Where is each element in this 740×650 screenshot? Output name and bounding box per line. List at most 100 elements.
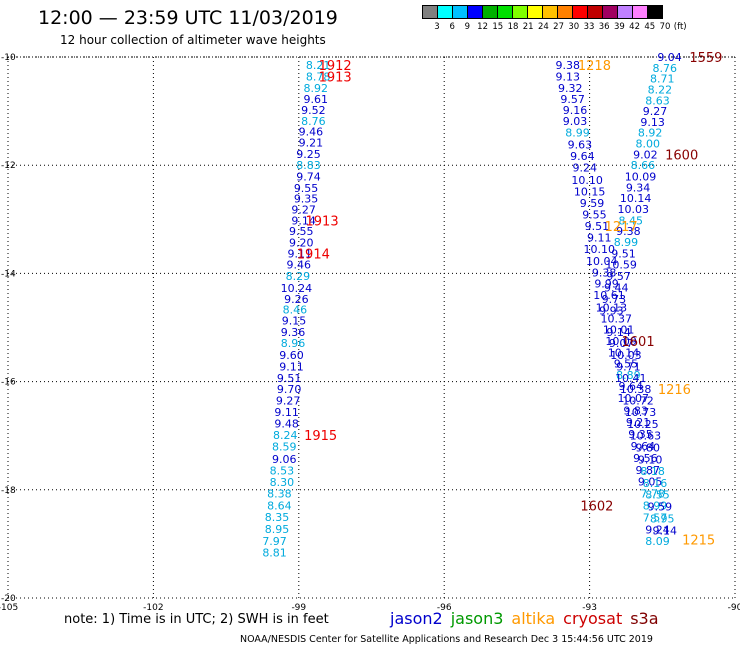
wave-height-value: 9.04 [657,51,682,64]
wave-height-value: 9.21 [626,416,651,429]
wave-height-value: 9.14 [291,214,316,227]
wave-height-value: 9.60 [279,349,304,362]
x-tick-label: -105 [0,603,18,613]
wave-height-value: 9.83 [623,404,648,417]
wave-height-value: 9.25 [296,148,321,161]
wave-height-value: 8.63 [645,94,670,107]
color-scale-tick: 36 [598,22,610,32]
x-tick-label: -90 [728,603,740,613]
wave-height-value: 8.71 [650,73,675,86]
wave-height-value: 10.63 [630,430,662,443]
time-label: 1915 [304,429,337,444]
wave-height-value: 9.16 [563,104,588,117]
legend-cryosat: cryosat [563,609,623,628]
wave-height-value: 9.73 [602,293,627,306]
wave-height-value: 9.27 [643,105,668,118]
wave-height-value: 8.46 [283,304,308,317]
wave-height-value: 10.07 [617,392,649,405]
wave-height-value: 9.35 [294,193,319,206]
y-tick-label: -16 [1,378,16,388]
wave-height-value: 9.51 [585,220,610,233]
x-tick-label: -102 [143,603,163,613]
wave-height-value: 8.30 [270,476,295,489]
x-tick-label: -96 [437,603,452,613]
wave-height-value: 9.55 [582,208,607,221]
time-label: 1218 [578,59,611,74]
color-scale-tick: 30 [568,22,580,32]
color-scale-tick: 27 [553,22,565,32]
wave-height-value: 9.51 [611,247,636,260]
legend-altika: altika [511,609,556,628]
color-scale-tick: 42 [629,22,641,32]
y-tick-label: -10 [1,53,16,63]
wave-height-value: 9.26 [284,293,309,306]
wave-height-value: 9.38 [592,266,617,279]
wave-height-value: 9.70 [277,383,302,396]
wave-height-value: 8.29 [286,270,311,283]
color-scale-tick: 21 [522,22,534,32]
wave-height-value: 8.96 [281,337,306,350]
wave-height-value: 8.99 [565,127,590,140]
wave-height-value: 9.24 [645,523,670,536]
footnote: note: 1) Time is in UTC; 2) SWH is in fe… [64,612,329,627]
wave-height-value: 8.78 [306,70,331,83]
wave-height-value: 9.55 [289,225,314,238]
time-label: 1559 [689,51,722,66]
wave-height-value: 9.48 [274,417,299,430]
wave-height-value: 10.10 [584,243,616,256]
wave-height-value: 10.61 [593,289,625,302]
wave-height-value: 10.41 [615,372,647,385]
x-tick-label: -93 [582,603,597,613]
wave-height-value: 9.11 [587,232,612,245]
color-scale-legend: 3 6 9 12 15 18 21 24 27 30 33 36 39 42 45 70 (ft) [422,5,687,37]
color-scale-tick: 33 [583,22,595,32]
wave-height-value: 9.59 [580,197,605,210]
wave-height-value: 8.99 [614,236,639,249]
time-label: 1913 [306,214,339,229]
wave-height-value: 10.59 [605,259,637,272]
wave-height-value: 9.57 [606,270,631,283]
legend-jason2: jason2 [390,609,443,628]
wave-height-value: 8.76 [652,62,677,75]
wave-height-value: 7.57 [643,511,668,524]
wave-height-value: 8.22 [648,83,673,96]
wave-height-value: 8.95 [650,512,675,525]
wave-height-value: 9.46 [287,259,312,272]
wave-height-value: 10.01 [603,324,635,337]
wave-height-value: 9.74 [296,171,321,184]
wave-height-value: 9.38 [556,59,581,72]
wave-height-value: 8.35 [265,511,290,524]
wave-height-value: 9.21 [299,136,324,149]
wave-height-value: 10.14 [608,346,640,359]
legend-s3a: s3a [630,609,659,628]
y-tick-label: -18 [1,486,16,496]
y-tick-label: -20 [1,594,16,604]
wave-height-value: 9.03 [563,115,588,128]
color-scale-tick: 45 [644,22,656,32]
wave-height-value: 9.80 [636,442,661,455]
wave-height-value: 9.71 [616,360,641,373]
color-scale-tick: 70 [659,22,671,32]
wave-height-value: 10.25 [627,418,659,431]
color-scale-swatches [422,5,663,19]
wave-height-value: 9.14 [652,524,677,537]
wave-height-value: 9.07 [609,337,634,350]
wave-height-value: 8.64 [267,499,292,512]
wave-height-value: 8.21 [306,59,331,72]
wave-height-value: 9.02 [633,148,658,161]
wave-height-value: 9.36 [281,326,306,339]
y-tick-label: -14 [1,269,16,279]
credit-line: NOAA/NESDIS Center for Satellite Applica… [240,634,653,645]
color-scale-ticks: 3 6 9 12 15 18 21 24 27 30 33 36 39 42 45 70 (ft) [422,22,732,34]
wave-height-value: 9.55 [614,358,639,371]
time-label: 1601 [622,335,655,350]
wave-height-value: 9.61 [304,93,329,106]
wave-height-value: 10.03 [617,203,649,216]
wave-height-value: 9.57 [560,93,585,106]
wave-height-value: 10.14 [620,192,652,205]
wave-height-value: 9.93 [599,305,624,318]
wave-height-value: 8.66 [631,159,656,172]
wave-height-value: 8.09 [645,535,670,548]
time-label: 1602 [580,499,613,514]
